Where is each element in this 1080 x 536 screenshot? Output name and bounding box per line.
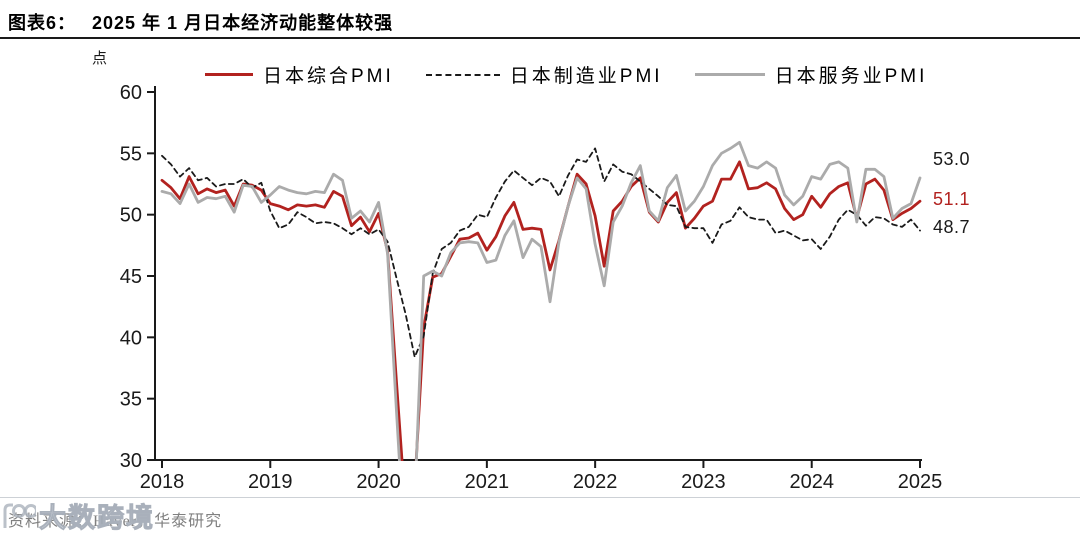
y-tick-label: 60 xyxy=(120,82,142,104)
legend-item-manufacturing-pmi: 日本制造业PMI xyxy=(425,61,663,88)
series-line-日本综合PMI xyxy=(160,160,922,461)
end-value-services: 53.0 xyxy=(933,149,971,169)
x-tick-label: 2023 xyxy=(681,471,726,493)
source-note: 资料来源：Haver，华泰研究 xyxy=(8,513,223,530)
x-tick-label: 2024 xyxy=(789,471,834,493)
x-tick-label: 2022 xyxy=(573,471,618,493)
x-tick-label: 2025 xyxy=(898,471,943,493)
x-tick-label: 2019 xyxy=(248,471,293,493)
legend-label: 日本服务业PMI xyxy=(774,66,928,87)
y-tick-label: 40 xyxy=(120,327,142,349)
x-tick-label: 2021 xyxy=(465,471,510,493)
legend-label: 日本综合PMI xyxy=(263,66,394,87)
series-line-日本服务业PMI xyxy=(160,140,922,461)
legend-label: 日本制造业PMI xyxy=(509,66,663,87)
chart-legend: 日本综合PMI 日本制造业PMI 日本服务业PMI xyxy=(205,61,927,88)
end-value-composite: 51.1 xyxy=(933,189,971,209)
figure-title: 图表6： 2025 年 1 月日本经济动能整体较强 xyxy=(8,9,393,35)
title-divider xyxy=(0,37,1080,39)
figure-title-text: 2025 年 1 月日本经济动能整体较强 xyxy=(92,13,394,33)
y-tick-label: 50 xyxy=(120,205,142,227)
legend-swatch-gray-solid xyxy=(694,73,765,76)
y-tick-label: 35 xyxy=(120,389,142,411)
legend-item-services-pmi: 日本服务业PMI xyxy=(694,61,928,88)
x-tick-label: 2020 xyxy=(356,471,401,493)
legend-swatch-red-solid xyxy=(205,73,253,76)
x-tick-label: 2018 xyxy=(140,471,185,493)
figure-number: 图表6： xyxy=(8,13,77,33)
y-tick-label: 30 xyxy=(120,450,142,472)
y-tick-label: 45 xyxy=(120,266,142,288)
legend-item-composite-pmi: 日本综合PMI xyxy=(205,61,394,88)
end-value-manufacturing: 48.7 xyxy=(933,217,971,237)
footer-divider xyxy=(0,497,1080,498)
y-tick-label: 55 xyxy=(120,143,142,165)
y-axis-unit-label: 点 xyxy=(92,50,108,67)
legend-swatch-black-dashed xyxy=(425,73,500,76)
